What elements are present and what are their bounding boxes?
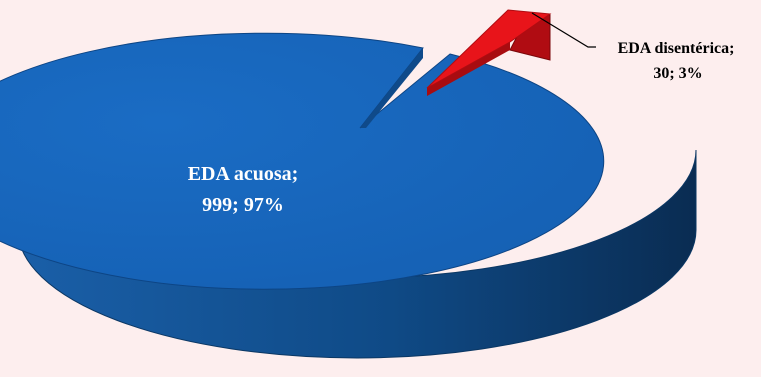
leader-line-eda-disenterica <box>531 12 596 48</box>
slice-value-eda-disenterica: 30; 3% <box>653 65 702 82</box>
slice-cut-face-eda-acuosa <box>360 48 423 128</box>
slice-label-eda-disenterica: EDA disentérica; <box>618 40 735 57</box>
slice-eda-disenterica <box>426 9 552 89</box>
slice-eda-acuosa <box>0 32 605 290</box>
slice-value-eda-acuosa: 999; 97% <box>202 194 284 216</box>
slice-label-eda-acuosa: EDA acuosa; <box>188 163 299 185</box>
slice-cut-face-eda-disenterica <box>427 42 510 96</box>
